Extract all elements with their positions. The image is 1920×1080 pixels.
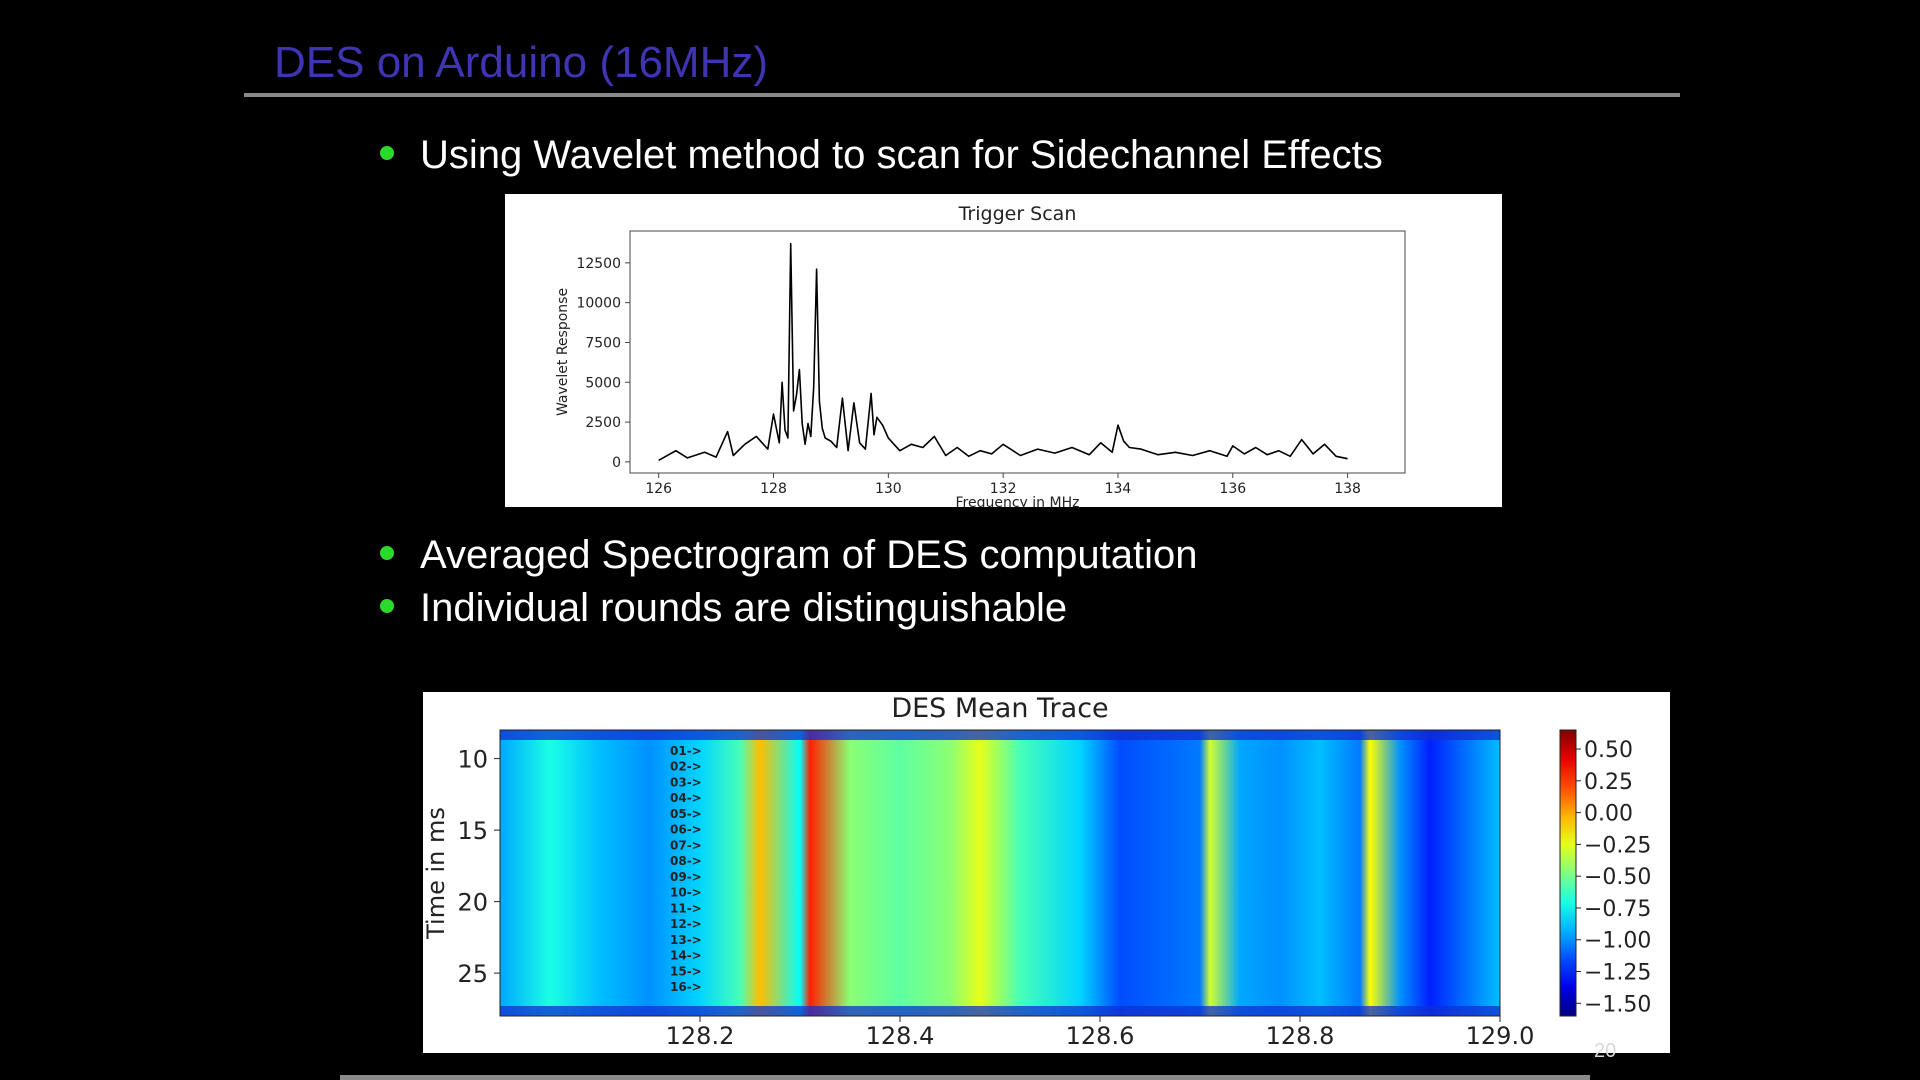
y-tick-label: 10000 — [576, 296, 621, 312]
page-number: 20 — [1594, 1040, 1617, 1062]
colorbar-tick-label: −1.25 — [1584, 961, 1651, 986]
round-label: 08-> — [670, 854, 702, 868]
x-tick-label: 128.6 — [1066, 1022, 1135, 1050]
round-label: 16-> — [670, 980, 702, 994]
bullet-dot-icon — [380, 146, 394, 161]
x-tick-label: 128.8 — [1266, 1022, 1335, 1050]
round-label: 06-> — [670, 823, 702, 837]
colorbar — [1559, 729, 1577, 1017]
des-mean-trace-chart: DES Mean Trace 01-> 02-> 03-> 04-> 05-> 06-> 07… — [423, 692, 1670, 1053]
colorbar-tick-label: −0.50 — [1584, 865, 1651, 890]
x-tick-label: 128 — [760, 481, 787, 497]
x-tick-label: 126 — [645, 481, 672, 497]
x-tick-label: 128.2 — [666, 1022, 735, 1050]
x-axis-label: Frequency in MHz — [956, 495, 1080, 507]
y-axis-label: Time in ms — [423, 807, 450, 940]
x-tick-label: 128.4 — [866, 1022, 935, 1050]
round-label: 12-> — [670, 917, 702, 931]
round-label: 15-> — [670, 964, 702, 978]
bullet-item: Using Wavelet method to scan for Sidecha… — [380, 133, 1383, 178]
heatmap-image — [500, 730, 1500, 1016]
y-tick-label: 2500 — [585, 415, 621, 431]
y-tick-label: 0 — [612, 455, 621, 471]
slide-title: DES on Arduino (16MHz) — [274, 38, 768, 87]
colorbar-tick-label: −1.50 — [1584, 992, 1651, 1017]
heatmap-top-band — [500, 730, 1500, 740]
colorbar-tick-label: 0.00 — [1584, 802, 1633, 827]
colorbar-tick-label: −0.25 — [1584, 833, 1651, 858]
round-label: 09-> — [670, 870, 702, 884]
y-tick-label: 12500 — [576, 256, 621, 272]
colorbar-tick-label: 0.25 — [1584, 770, 1633, 795]
x-tick-label: 136 — [1219, 481, 1246, 497]
y-tick-label: 7500 — [585, 335, 621, 351]
x-tick-label: 129.0 — [1466, 1022, 1535, 1050]
x-tick-label: 132 — [990, 481, 1017, 497]
round-label: 10-> — [670, 886, 702, 900]
x-tick-label: 134 — [1105, 481, 1132, 497]
y-tick-label: 20 — [457, 889, 488, 917]
round-label: 11-> — [670, 901, 702, 915]
round-label: 03-> — [670, 775, 702, 789]
bullet-text: Averaged Spectrogram of DES computation — [420, 533, 1198, 577]
des-mean-trace-plot: DES Mean Trace 01-> 02->03-> 04-> 05-> 06->07… — [423, 693, 1651, 1050]
y-axis-label: Wavelet Response — [555, 288, 571, 416]
x-tick-label: 138 — [1334, 481, 1361, 497]
bullet-text: Individual rounds are distinguishable — [420, 586, 1068, 630]
footer-rule — [340, 1075, 1590, 1080]
round-label: 02-> — [670, 760, 702, 774]
title-rule — [244, 93, 1680, 97]
y-tick-label: 25 — [457, 960, 488, 988]
round-label: 07-> — [670, 838, 702, 852]
colorbar-tick-label: −1.00 — [1584, 929, 1651, 954]
colorbar-tick-label: 0.50 — [1584, 738, 1633, 763]
plot-frame — [629, 230, 1406, 474]
colorbar-tick-label: −0.75 — [1584, 897, 1651, 922]
round-label: 01-> — [670, 744, 702, 758]
y-tick-label: 15 — [457, 817, 488, 845]
bullet-dot-icon — [380, 599, 394, 614]
chart-title: Trigger Scan — [958, 203, 1077, 225]
round-label: 13-> — [670, 933, 702, 947]
bullet-item: Averaged Spectrogram of DES computation — [380, 533, 1197, 578]
round-label: 04-> — [670, 791, 702, 805]
bullet-item: Individual rounds are distinguishable — [380, 586, 1067, 631]
y-tick-label: 5000 — [585, 375, 621, 391]
trigger-scan-chart: Trigger Scan Frequency in MHz Wavelet Resp… — [505, 194, 1502, 507]
round-label: 14-> — [670, 949, 702, 963]
bullet-text: Using Wavelet method to scan for Sidecha… — [420, 133, 1383, 177]
trigger-scan-plot: Trigger Scan Frequency in MHz Wavelet Resp… — [555, 203, 1406, 507]
plot-frame — [499, 729, 1501, 1017]
y-tick-label: 10 — [457, 746, 488, 774]
round-label: 05-> — [670, 807, 702, 821]
heatmap-bottom-band — [500, 1006, 1500, 1016]
series-line — [658, 242, 1348, 461]
chart-title: DES Mean Trace — [891, 693, 1108, 724]
x-tick-label: 130 — [875, 481, 902, 497]
bullet-dot-icon — [380, 546, 394, 561]
